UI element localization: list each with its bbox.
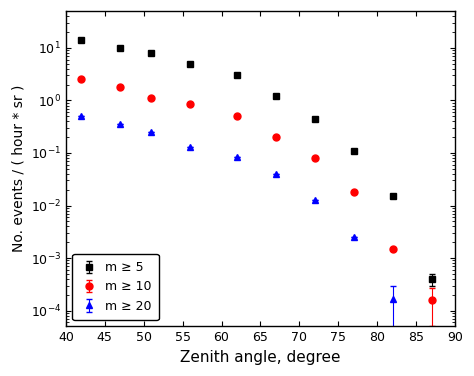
Y-axis label: No. events / ( hour * sr ): No. events / ( hour * sr ) [11, 85, 25, 252]
Legend: m ≥ 5, m ≥ 10, m ≥ 20: m ≥ 5, m ≥ 10, m ≥ 20 [72, 254, 159, 320]
X-axis label: Zenith angle, degree: Zenith angle, degree [180, 350, 341, 365]
